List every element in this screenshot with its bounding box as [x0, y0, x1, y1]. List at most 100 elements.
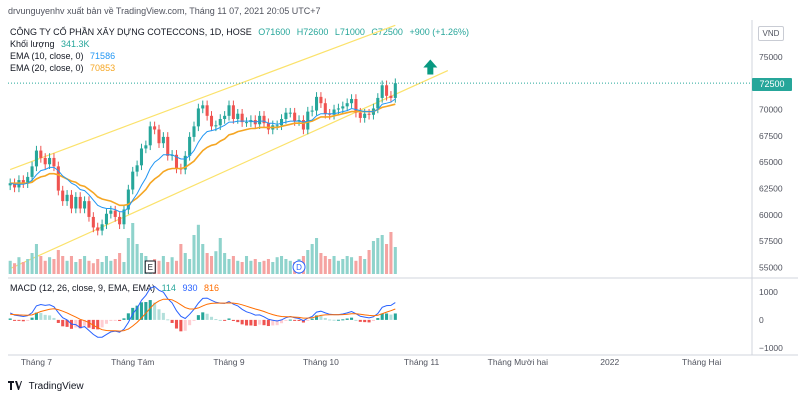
macd-legend: MACD (12, 26, close, 9, EMA, EMA) 114 93…	[10, 283, 219, 293]
candle-body	[144, 145, 148, 149]
volume-bar	[231, 256, 235, 274]
candle-body	[131, 171, 135, 190]
volume-bar	[201, 244, 205, 274]
price-tick-label: 57500	[759, 236, 783, 246]
candle-body	[196, 108, 200, 127]
macd-tick-label: 0	[759, 315, 764, 325]
macd-histogram-bar	[332, 319, 336, 321]
candle-body	[389, 95, 393, 98]
macd-histogram-bar	[48, 315, 52, 320]
candle-body	[358, 112, 362, 118]
macd-histogram-bar	[209, 316, 214, 320]
volume-bar	[135, 244, 139, 274]
macd-histogram-bar	[157, 309, 161, 320]
macd-line-value: 930	[182, 283, 198, 293]
macd-histogram-bar	[179, 319, 183, 332]
volume-bar	[236, 260, 240, 274]
candle-body	[91, 216, 95, 228]
price-tick-label: 75000	[759, 52, 783, 62]
volume-bar	[205, 253, 209, 274]
volume-bar	[315, 238, 319, 274]
volume-bar	[393, 247, 397, 274]
macd-histogram-bar	[288, 319, 292, 321]
volume-bar	[371, 241, 375, 274]
candle-body	[65, 194, 69, 202]
ema20-value: 70853	[90, 63, 116, 73]
volume-bar	[323, 256, 327, 274]
macd-histogram-bar	[148, 300, 152, 320]
macd-histogram-bar	[135, 305, 139, 320]
high-value: H72600	[296, 27, 329, 37]
volume-bar	[39, 256, 43, 274]
candle-body	[87, 201, 91, 217]
ema10-legend: EMA (10, close, 0) 71586	[10, 51, 115, 61]
macd-histogram-bar	[126, 313, 130, 320]
candle-body	[69, 194, 73, 209]
volume-bar	[52, 259, 56, 274]
volume-bar	[385, 244, 389, 274]
time-tick-label: 2022	[600, 357, 619, 367]
volume-bar	[21, 262, 25, 274]
macd-tick-label: −1000	[759, 343, 783, 353]
macd-histogram-bar	[78, 319, 82, 329]
volume-bar	[336, 260, 340, 274]
candle-body	[288, 112, 292, 114]
time-tick-label: Tháng Tám	[111, 357, 154, 367]
candle-body	[166, 136, 170, 156]
candle-body	[293, 112, 297, 122]
macd-histogram-bar	[284, 319, 288, 321]
volume-bar	[332, 256, 336, 274]
volume-bar	[48, 257, 52, 274]
macd-histogram-bar	[74, 319, 78, 328]
macd-histogram-bar	[393, 313, 397, 320]
macd-histogram-bar	[104, 319, 109, 324]
macd-histogram-bar	[345, 318, 349, 320]
volume-bar	[367, 250, 371, 274]
macd-histogram-bar	[214, 319, 218, 321]
macd-histogram-bar	[65, 319, 69, 327]
price-tick-label: 65000	[759, 157, 783, 167]
candle-body	[188, 136, 192, 156]
candle-body	[279, 118, 284, 126]
macd-histogram-bar	[223, 319, 227, 321]
macd-histogram-bar	[188, 319, 192, 326]
time-tick-label: Tháng 10	[303, 357, 339, 367]
channel-upper-line	[9, 24, 396, 171]
candle-body	[161, 136, 165, 144]
candle-body	[262, 115, 266, 124]
ema20-line	[10, 103, 396, 207]
macd-histogram-bar	[34, 312, 38, 320]
candle-body	[61, 190, 65, 202]
time-tick-label: Tháng 11	[404, 357, 440, 367]
candle-body	[310, 110, 314, 112]
candle-body	[240, 113, 244, 123]
candle-body	[139, 148, 144, 166]
macd-histogram-bar	[52, 317, 56, 320]
volume-bar	[174, 260, 179, 274]
time-tick-label: Tháng 9	[213, 357, 244, 367]
volume-bar	[30, 253, 34, 274]
candle-body	[227, 105, 231, 116]
macd-histogram-bar	[17, 319, 21, 321]
macd-histogram-bar	[139, 302, 144, 320]
volume-bar	[157, 260, 161, 274]
macd-histogram-bar	[61, 319, 65, 327]
volume-bar	[376, 238, 380, 274]
macd-histogram-bar	[389, 314, 393, 320]
volume-bar	[319, 253, 323, 274]
candle-body	[153, 126, 157, 130]
brand-name: TradingView	[28, 381, 84, 392]
candle-body	[96, 227, 100, 231]
ema10-value: 71586	[90, 51, 116, 61]
macd-line	[9, 285, 396, 338]
macd-histogram-bar	[236, 319, 240, 323]
volume-bar	[363, 259, 367, 274]
currency-badge[interactable]: VND	[758, 26, 784, 41]
volume-bar	[288, 260, 292, 274]
candle-body	[174, 154, 179, 169]
macd-histogram-bar	[293, 319, 297, 321]
up-arrow-icon	[423, 59, 438, 75]
candle-body	[100, 224, 104, 231]
volume-bar	[126, 238, 130, 274]
